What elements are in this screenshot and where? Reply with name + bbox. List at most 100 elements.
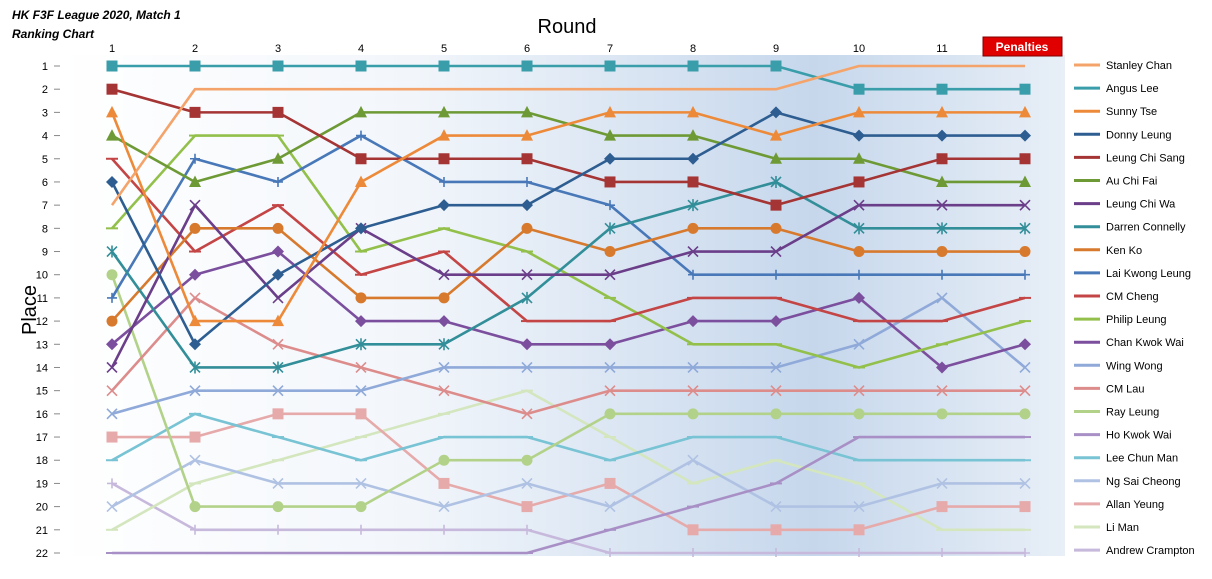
- data-point: [1019, 408, 1031, 420]
- legend-label: Donny Leung: [1106, 129, 1171, 141]
- data-point: [853, 83, 865, 95]
- data-point: [770, 152, 782, 164]
- data-point: [1019, 361, 1031, 374]
- legend-item: Ng Sai Cheong: [1074, 476, 1181, 488]
- series-donny-leung: [106, 106, 1031, 351]
- data-point: [522, 176, 532, 187]
- series-ray-leung: [106, 269, 1031, 513]
- data-point: [1019, 105, 1031, 118]
- data-point: [106, 338, 118, 351]
- data-point: [936, 246, 948, 258]
- chart-title: HK F3F League 2020, Match 1: [12, 8, 181, 22]
- data-point: [355, 338, 367, 351]
- y-tick-label: 17: [36, 432, 48, 444]
- data-point: [106, 431, 118, 443]
- data-point: [272, 338, 284, 350]
- data-point: [438, 501, 450, 513]
- data-point: [521, 338, 533, 351]
- data-point: [936, 153, 948, 165]
- data-point: [936, 408, 948, 420]
- legend-label: Ray Leung: [1106, 407, 1159, 419]
- x-tick-label: 9: [773, 43, 779, 55]
- y-tick-label: 10: [36, 270, 48, 282]
- data-point: [189, 199, 201, 211]
- data-point: [189, 338, 201, 351]
- legend-item: Stanley Chan: [1074, 60, 1172, 72]
- x-tick-label: 1: [109, 43, 115, 55]
- data-point: [604, 501, 616, 513]
- legend-label: CM Cheng: [1106, 291, 1159, 303]
- data-point: [936, 385, 948, 397]
- data-point: [189, 292, 201, 304]
- data-point: [189, 501, 201, 513]
- data-point: [106, 60, 118, 72]
- legend-label: Ken Ko: [1106, 245, 1142, 257]
- data-point: [853, 246, 865, 258]
- x-tick-label: 10: [853, 43, 865, 55]
- data-point: [189, 60, 201, 72]
- data-point: [521, 222, 533, 234]
- data-point: [106, 245, 118, 258]
- data-point: [438, 454, 450, 466]
- y-tick-label: 19: [36, 478, 48, 490]
- legend-label: Lai Kwong Leung: [1106, 268, 1191, 280]
- data-point: [1019, 385, 1031, 397]
- data-point: [439, 176, 449, 187]
- legend-item: Au Chi Fai: [1074, 176, 1157, 188]
- x-tick-label: 6: [524, 43, 530, 55]
- x-tick-labels: 1 2 3 4 5 6 7 8 9 10 11: [109, 43, 948, 55]
- legend-label: Au Chi Fai: [1106, 176, 1157, 188]
- legend-item: Allan Yeung: [1074, 499, 1164, 511]
- data-point: [355, 175, 367, 187]
- data-point: [1019, 246, 1031, 258]
- data-point: [770, 524, 782, 536]
- legend-label: Sunny Tse: [1106, 106, 1157, 118]
- legend-item: Angus Lee: [1074, 83, 1159, 95]
- penalties-label: Penalties: [996, 40, 1049, 54]
- data-point: [687, 245, 699, 258]
- data-point: [438, 129, 450, 141]
- data-point: [438, 60, 450, 72]
- data-point: [1019, 153, 1031, 165]
- legend-item: Sunny Tse: [1074, 106, 1157, 118]
- legend-label: Philip Leung: [1106, 314, 1167, 326]
- legend-item: Leung Chi Wa: [1074, 199, 1176, 211]
- series-darren-connelly: [106, 175, 1031, 374]
- data-point: [1019, 83, 1031, 95]
- legend-label: Li Man: [1106, 522, 1139, 534]
- data-point: [1020, 547, 1030, 557]
- data-point: [770, 129, 782, 141]
- data-point: [604, 152, 616, 165]
- data-point: [272, 385, 284, 397]
- data-point: [189, 175, 201, 187]
- data-point: [687, 176, 699, 188]
- data-point: [521, 269, 533, 281]
- data-point: [1019, 222, 1031, 235]
- legend-label: Allan Yeung: [1106, 499, 1164, 511]
- data-point: [272, 292, 284, 304]
- series-line: [110, 203, 1025, 369]
- series-line: [111, 296, 1025, 416]
- data-point: [272, 245, 284, 258]
- data-point: [687, 361, 699, 374]
- data-point: [854, 547, 864, 557]
- data-point: [521, 408, 533, 420]
- data-point: [189, 385, 201, 397]
- x-tick-label: 4: [358, 43, 364, 55]
- legend-item: Wing Wong: [1074, 360, 1163, 372]
- y-axis-title: Place: [19, 285, 41, 335]
- data-point: [771, 269, 781, 280]
- data-point: [522, 524, 532, 535]
- data-point: [355, 408, 367, 420]
- data-point: [604, 338, 616, 351]
- y-tick-label: 5: [42, 154, 48, 166]
- series-line: [110, 134, 1025, 299]
- data-point: [605, 200, 615, 211]
- data-point: [770, 361, 782, 374]
- data-point: [521, 60, 533, 72]
- data-point: [687, 129, 699, 141]
- data-point: [936, 222, 948, 235]
- data-point: [687, 454, 699, 466]
- series-lines: [106, 60, 1031, 557]
